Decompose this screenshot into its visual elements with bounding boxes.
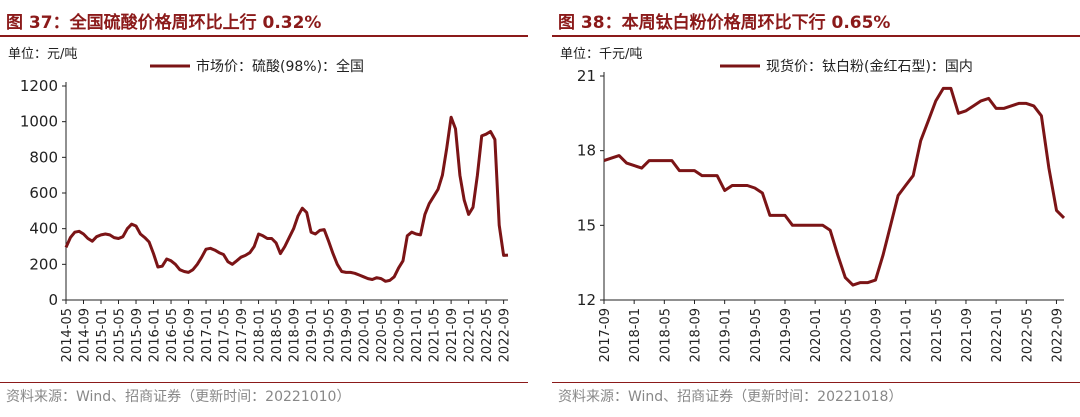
right-y-tick-label: 12	[577, 291, 596, 309]
right-series-line	[603, 86, 1066, 287]
right-x-tick-label: 2022-05	[1020, 308, 1035, 362]
right-x-tick-label: 2020-05	[839, 308, 854, 362]
right-x-tick-label: 2019-01	[719, 308, 734, 362]
left-source-divider	[0, 382, 528, 383]
right-x-tick-label: 2020-09	[869, 308, 884, 362]
right-x-tick-label: 2018-09	[688, 308, 703, 362]
right-x-tick-label: 2021-01	[900, 308, 915, 362]
left-y-tick-label: 1200	[20, 77, 58, 95]
left-x-tick-label: 2018-09	[288, 308, 303, 362]
left-x-tick-label: 2014-09	[78, 308, 93, 362]
left-x-tick-label: 2020-09	[393, 308, 408, 362]
left-x-tick-label: 2017-05	[218, 308, 233, 362]
left-x-tick-label: 2022-01	[463, 308, 478, 362]
left-x-tick-label: 2022-05	[480, 308, 495, 362]
left-y-tick-label: 400	[29, 220, 58, 238]
right-unit-label: 单位：千元/吨	[560, 47, 642, 62]
right-x-tick-label: 2018-05	[658, 308, 673, 362]
right-x-tick-label: 2022-01	[990, 308, 1005, 362]
left-x-tick-label: 2019-05	[323, 308, 338, 362]
right-x-tick-label: 2021-09	[960, 308, 975, 362]
left-x-tick-label: 2018-05	[270, 308, 285, 362]
left-x-tick-label: 2016-09	[183, 308, 198, 362]
right-chart-panel: 图 38：本周钛白粉价格周环比下行 0.65% 单位：千元/吨现货价：钛白粉(金…	[552, 0, 1080, 417]
left-y-tick-label: 200	[29, 255, 58, 273]
left-x-tick-label: 2017-09	[235, 308, 250, 362]
left-y-tick-label: 0	[48, 291, 58, 309]
right-x-tick-label: 2019-09	[779, 308, 794, 362]
right-x-tick-label: 2017-09	[598, 308, 613, 362]
left-y-tick-label: 600	[29, 184, 58, 202]
left-chart-source: 资料来源：Wind、招商证券（更新时间：20221010）	[6, 389, 351, 405]
right-x-tick-label: 2021-05	[930, 308, 945, 362]
right-x-tick-label: 2019-05	[749, 308, 764, 362]
left-x-tick-label: 2022-09	[498, 308, 513, 362]
left-x-tick-label: 2021-05	[428, 308, 443, 362]
left-x-tick-label: 2016-01	[148, 308, 163, 362]
left-x-tick-label: 2016-05	[165, 308, 180, 362]
right-x-tick-label: 2020-01	[809, 308, 824, 362]
left-x-tick-label: 2020-05	[375, 308, 390, 362]
left-y-tick-label: 800	[29, 148, 58, 166]
left-x-tick-label: 2019-09	[340, 308, 355, 362]
left-x-tick-label: 2015-05	[113, 308, 128, 362]
left-x-tick-label: 2015-01	[95, 308, 110, 362]
left-x-tick-label: 2020-01	[358, 308, 373, 362]
left-legend-label: 市场价：硫酸(98%)：全国	[196, 58, 364, 75]
right-x-tick-label: 2022-09	[1050, 308, 1065, 362]
right-chart-title: 图 38：本周钛白粉价格周环比下行 0.65%	[558, 13, 891, 33]
left-unit-label: 单位：元/吨	[8, 47, 77, 62]
left-y-tick-label: 1000	[20, 113, 58, 131]
left-x-tick-label: 2019-01	[305, 308, 320, 362]
right-source-divider	[552, 382, 1080, 383]
right-legend-label: 现货价：钛白粉(金红石型)：国内	[766, 58, 973, 75]
left-x-tick-label: 2015-09	[130, 308, 145, 362]
left-x-tick-label: 2021-09	[445, 308, 460, 362]
right-y-tick-label: 15	[577, 216, 596, 234]
left-title-divider	[0, 35, 528, 37]
right-y-tick-label: 18	[577, 142, 596, 160]
left-series-line	[64, 115, 509, 283]
left-x-tick-label: 2017-01	[200, 308, 215, 362]
left-x-tick-label: 2014-05	[60, 308, 75, 362]
left-x-tick-label: 2018-01	[253, 308, 268, 362]
right-x-tick-label: 2018-01	[628, 308, 643, 362]
right-y-tick-label: 21	[577, 67, 596, 85]
left-chart-panel: 图 37：全国硫酸价格周环比上行 0.32% 单位：元/吨市场价：硫酸(98%)…	[0, 0, 528, 417]
left-x-tick-label: 2021-01	[410, 308, 425, 362]
right-chart-source: 资料来源：Wind、招商证券（更新时间：20221018）	[558, 389, 903, 405]
left-chart-title: 图 37：全国硫酸价格周环比上行 0.32%	[6, 13, 322, 33]
right-title-divider	[552, 35, 1080, 37]
